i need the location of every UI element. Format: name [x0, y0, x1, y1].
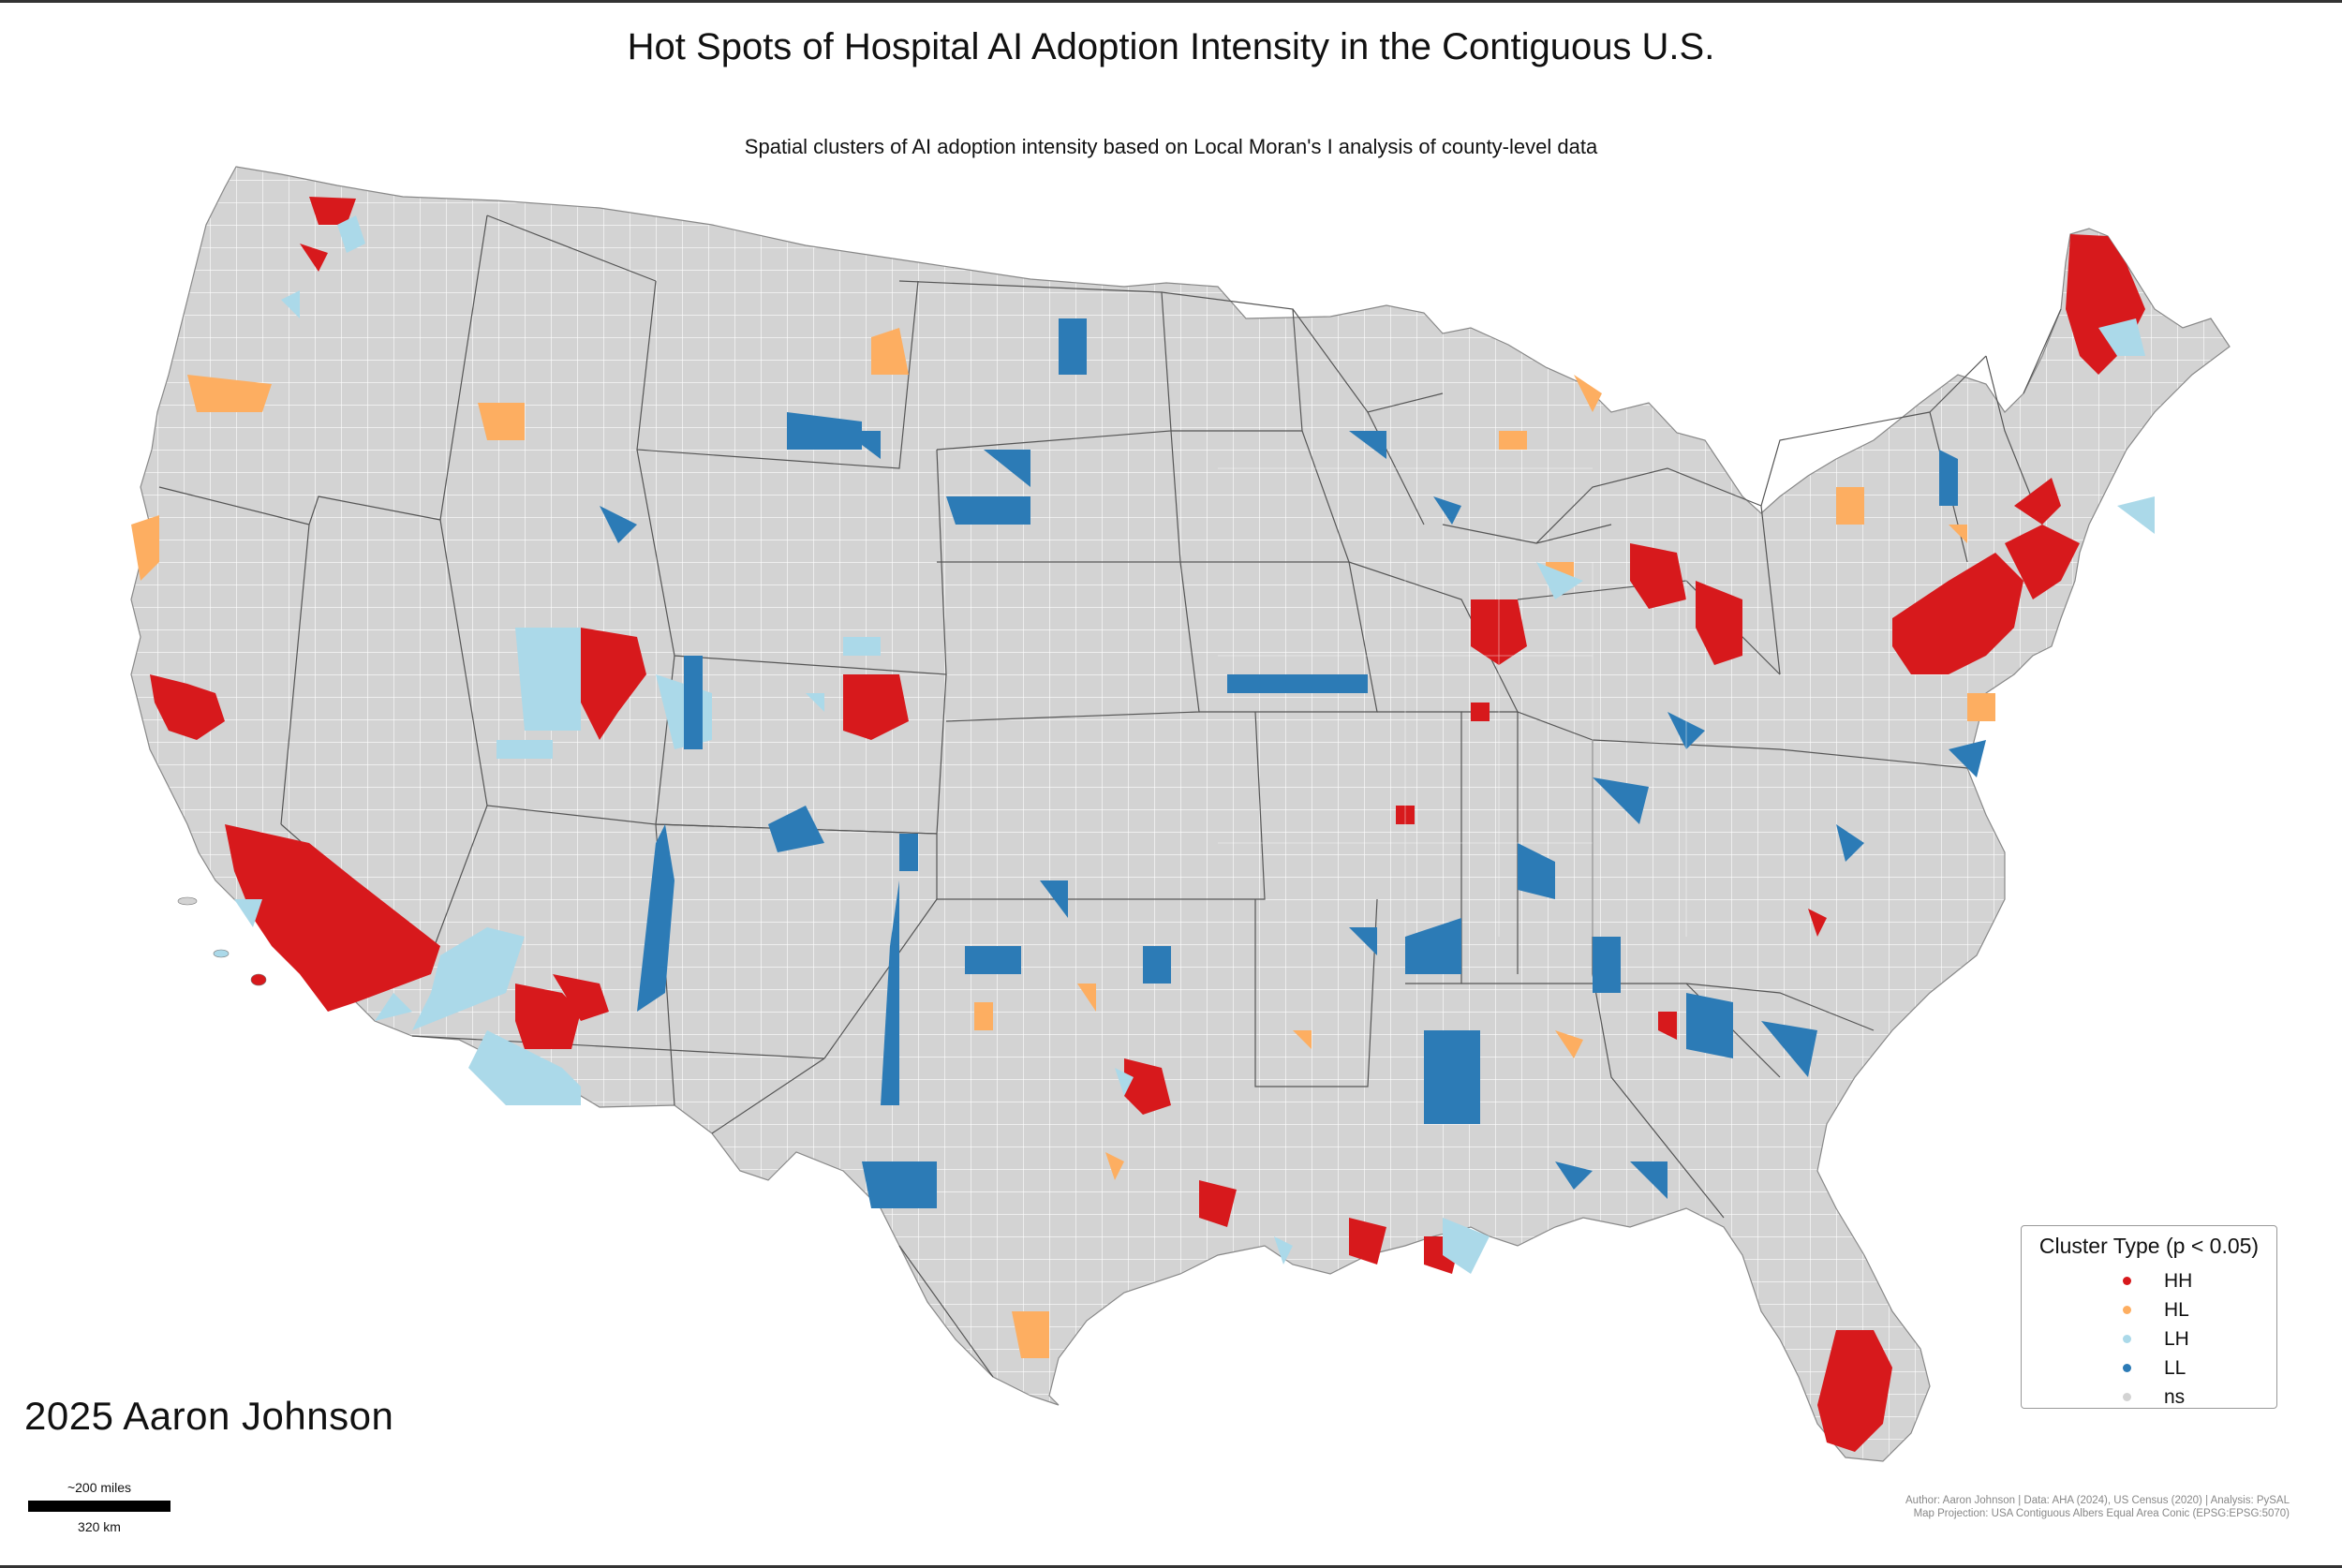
- legend-label-lh: LH: [2164, 1328, 2189, 1350]
- channel-islands: [177, 896, 267, 986]
- top-border: [0, 0, 2342, 3]
- map-title: Hot Spots of Hospital AI Adoption Intens…: [627, 26, 1715, 67]
- legend-swatch-lh: [2123, 1335, 2131, 1343]
- us-landmass: [130, 166, 2231, 1462]
- legend: Cluster Type (p < 0.05) HH HL LH LL ns: [2021, 1225, 2277, 1409]
- ll-clusters: [600, 318, 1986, 1208]
- hh-clusters: [150, 197, 2145, 1452]
- bottom-border: [0, 1565, 2342, 1568]
- legend-swatch-ll: [2123, 1364, 2131, 1372]
- scale-label-miles: ~200 miles: [67, 1480, 132, 1495]
- legend-swatch-hl: [2123, 1306, 2131, 1314]
- scale-bar: [28, 1501, 170, 1512]
- map-subtitle: Spatial clusters of AI adoption intensit…: [744, 135, 1598, 158]
- legend-label-ll: LL: [2164, 1357, 2186, 1379]
- legend-title: Cluster Type (p < 0.05): [2038, 1234, 2260, 1258]
- legend-swatch-hh: [2123, 1277, 2131, 1285]
- legend-label-ns: ns: [2164, 1386, 2186, 1408]
- attribution-data: Author: Aaron Johnson | Data: AHA (2024)…: [1905, 1495, 2290, 1506]
- legend-swatch-ns: [2123, 1393, 2131, 1401]
- legend-label-hh: HH: [2164, 1270, 2193, 1292]
- author-credit: 2025 Aaron Johnson: [24, 1394, 394, 1438]
- scale-label-km: 320 km: [78, 1519, 121, 1534]
- attribution-projection: Map Projection: USA Contiguous Albers Eq…: [1913, 1508, 2290, 1519]
- county-lines: [1218, 467, 1687, 937]
- legend-label-hl: HL: [2164, 1299, 2189, 1321]
- hl-clusters: [131, 328, 1995, 1358]
